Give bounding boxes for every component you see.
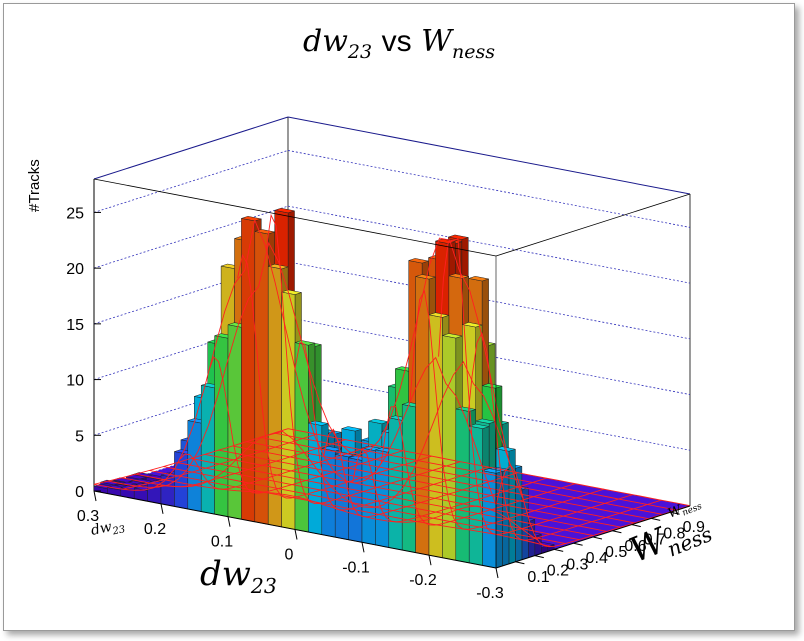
x-tick-label: 0.2 — [144, 521, 166, 538]
y-tick — [534, 555, 544, 559]
bar-top — [469, 423, 490, 429]
x-tick — [160, 503, 164, 514]
fit-line — [323, 428, 518, 518]
title-var: dw — [303, 24, 348, 59]
fit-line — [274, 432, 677, 511]
chart-title: dw23 vs Wness — [4, 24, 794, 63]
y-tick — [631, 524, 641, 528]
x-tick — [361, 542, 365, 553]
fit-line — [232, 445, 635, 524]
x-tick-label: -0.2 — [409, 572, 437, 589]
y-tick — [554, 548, 564, 552]
fit-line — [287, 428, 691, 507]
y-tick-label: 0.4 — [586, 550, 608, 567]
y-tick-label: 0.7 — [644, 532, 666, 549]
x-tick-label: 0.3 — [77, 508, 99, 525]
fit-line — [466, 331, 662, 541]
title-var2-sub: ness — [452, 41, 495, 63]
z-tick-label: 15 — [66, 317, 84, 334]
bar-top — [273, 207, 296, 214]
y-tick — [651, 517, 661, 521]
fit-line — [409, 289, 605, 530]
title-var2: W — [421, 24, 453, 59]
bar-top — [447, 273, 470, 279]
bar-top — [461, 322, 484, 328]
y-tick-label: 0.6 — [624, 538, 646, 555]
y-tick-label: 0.5 — [605, 544, 627, 561]
y-tick — [612, 530, 622, 534]
box-edge — [93, 178, 497, 257]
bar-top — [468, 276, 489, 282]
y-tick-label: 0.2 — [547, 563, 569, 580]
z-tick-label: 20 — [66, 261, 84, 278]
bar-front — [482, 470, 497, 569]
fit-line — [260, 436, 663, 515]
fit-line — [246, 441, 649, 520]
x-axis-title-sub: 23 — [250, 573, 277, 598]
fit-line — [204, 453, 607, 532]
y-tick — [573, 542, 583, 546]
y-tick — [515, 561, 525, 565]
bar-top — [495, 446, 516, 452]
lego-plot: 05101520250.30.20.10-0.1-0.2-0.3dw230.10… — [66, 116, 705, 602]
y-tick-label: 0.3 — [566, 556, 588, 573]
bar-front — [281, 291, 296, 530]
chart-frame: 0 5 10 15 20 25 0.3 0.2 0.1 0 -0.1 -0.2 -0.3 dw23 0.1 0… — [3, 3, 795, 631]
bar-top — [407, 258, 430, 264]
bar-front — [455, 408, 470, 564]
z-gridline — [287, 205, 691, 284]
x-axis-title: dw23 — [200, 554, 277, 598]
bar-top — [442, 333, 463, 339]
bar-top — [415, 274, 436, 280]
z-tick-label: 10 — [66, 373, 84, 390]
x-tick — [93, 490, 97, 502]
x-tick — [227, 516, 231, 527]
box-edge — [287, 116, 691, 195]
z-tick-label: 25 — [66, 205, 84, 222]
bar-top — [341, 426, 362, 432]
y-tick — [592, 536, 603, 540]
y-tick-label: 0.1 — [527, 569, 549, 586]
bar-side — [495, 470, 503, 569]
bar-front — [200, 384, 215, 515]
bar-top — [268, 263, 289, 270]
z-tick-label: 5 — [75, 428, 84, 445]
x-corner-label: dw23 — [90, 516, 127, 542]
box-edge — [495, 193, 691, 257]
x-tick-label: -0.3 — [476, 585, 504, 602]
bar-top — [241, 216, 262, 222]
x-axis-title-var: dw — [200, 554, 251, 594]
bar-top — [281, 289, 302, 295]
x-tick — [495, 567, 499, 579]
x-tick — [428, 555, 432, 566]
x-tick-label: 0 — [285, 547, 294, 564]
y-tick-label: 0.8 — [663, 525, 685, 542]
x-tick-label: 0.1 — [211, 534, 233, 551]
z-gridline — [93, 205, 289, 269]
fit-line — [294, 341, 490, 511]
title-connector: vs — [381, 25, 412, 58]
y-tick — [670, 511, 680, 515]
z-tick-label: 0 — [75, 484, 84, 501]
fit-line — [380, 406, 576, 526]
title-var-sub: 23 — [347, 41, 373, 63]
box-edge — [93, 116, 289, 180]
y-tick-label: 0.9 — [683, 519, 705, 536]
bar-top — [428, 312, 449, 318]
fit-line — [438, 238, 633, 535]
x-tick — [294, 529, 298, 540]
z-gridline — [287, 150, 691, 228]
bar-top — [475, 418, 496, 424]
fit-line — [351, 447, 547, 523]
fit-line — [495, 464, 691, 548]
z-gridline — [93, 150, 289, 213]
bar-top — [482, 468, 503, 474]
z-gridline — [287, 261, 691, 340]
fit-line — [218, 449, 621, 528]
z-axis-title: #Tracks — [26, 159, 43, 212]
x-tick-label: -0.1 — [342, 559, 370, 576]
